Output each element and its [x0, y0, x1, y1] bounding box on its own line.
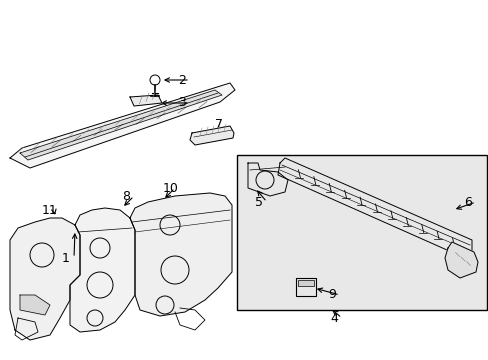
Text: 3: 3 [178, 96, 185, 109]
Text: 1: 1 [62, 252, 70, 265]
Text: 4: 4 [329, 311, 337, 324]
Text: 8: 8 [122, 189, 130, 202]
Polygon shape [278, 158, 471, 258]
Polygon shape [10, 83, 235, 168]
Polygon shape [247, 163, 287, 196]
Polygon shape [130, 95, 162, 106]
Polygon shape [70, 208, 135, 332]
Polygon shape [10, 218, 80, 340]
Text: 6: 6 [463, 195, 471, 208]
Text: 10: 10 [163, 181, 179, 194]
Text: 7: 7 [215, 118, 223, 131]
Text: 5: 5 [254, 195, 263, 208]
Text: 2: 2 [178, 73, 185, 86]
Text: 11: 11 [42, 203, 58, 216]
Text: 9: 9 [327, 288, 335, 302]
Bar [297, 280, 313, 286]
Polygon shape [190, 126, 234, 145]
Polygon shape [130, 193, 231, 316]
Polygon shape [444, 242, 477, 278]
Bar [237, 155, 486, 310]
Polygon shape [20, 295, 50, 315]
Bar [295, 278, 315, 296]
Polygon shape [20, 90, 222, 160]
